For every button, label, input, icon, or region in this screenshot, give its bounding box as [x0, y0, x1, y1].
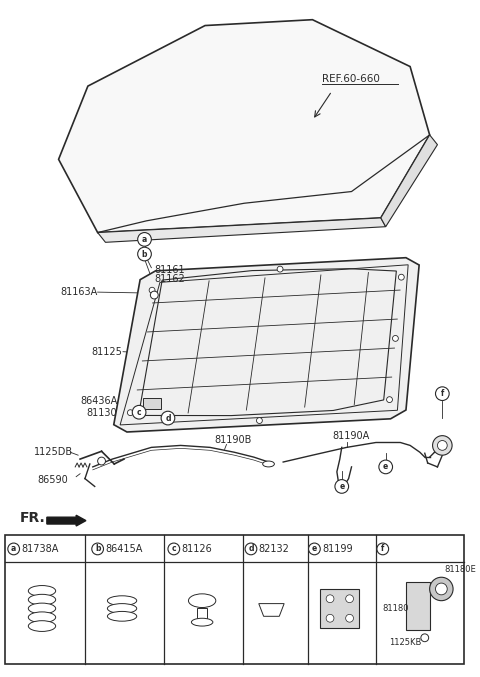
- Circle shape: [435, 387, 449, 401]
- FancyBboxPatch shape: [144, 397, 161, 410]
- Circle shape: [335, 479, 348, 494]
- Text: e: e: [383, 462, 388, 471]
- Text: 81130: 81130: [86, 408, 117, 418]
- Text: 81163A: 81163A: [60, 287, 97, 297]
- FancyBboxPatch shape: [320, 589, 360, 628]
- Ellipse shape: [189, 594, 216, 607]
- Ellipse shape: [28, 612, 56, 623]
- Circle shape: [150, 291, 158, 299]
- Text: 81162: 81162: [154, 274, 185, 284]
- FancyBboxPatch shape: [5, 536, 464, 664]
- Text: 82132: 82132: [259, 544, 289, 554]
- Circle shape: [309, 543, 320, 554]
- Text: b: b: [142, 250, 147, 259]
- Circle shape: [435, 583, 447, 595]
- Text: f: f: [381, 544, 384, 553]
- Circle shape: [132, 406, 146, 419]
- Ellipse shape: [28, 594, 56, 605]
- Circle shape: [138, 233, 151, 246]
- Ellipse shape: [28, 586, 56, 596]
- Text: c: c: [137, 408, 142, 417]
- Polygon shape: [114, 258, 419, 432]
- Circle shape: [277, 266, 283, 272]
- Circle shape: [386, 397, 393, 403]
- Circle shape: [256, 418, 263, 424]
- Text: a: a: [11, 544, 16, 553]
- Circle shape: [97, 457, 106, 465]
- Circle shape: [92, 543, 104, 554]
- Text: e: e: [312, 544, 317, 553]
- FancyArrow shape: [47, 515, 86, 526]
- Ellipse shape: [192, 618, 213, 626]
- Circle shape: [161, 411, 175, 425]
- Polygon shape: [97, 218, 386, 242]
- Text: 81738A: 81738A: [22, 544, 59, 554]
- Circle shape: [379, 460, 393, 474]
- Text: 86415A: 86415A: [106, 544, 143, 554]
- Circle shape: [421, 634, 429, 642]
- Polygon shape: [259, 604, 284, 616]
- Text: 81180E: 81180E: [444, 565, 476, 574]
- Circle shape: [326, 614, 334, 622]
- FancyBboxPatch shape: [406, 582, 430, 630]
- Circle shape: [437, 441, 447, 450]
- Text: 81180: 81180: [383, 604, 409, 613]
- Ellipse shape: [108, 611, 137, 621]
- Circle shape: [149, 287, 155, 293]
- Text: c: c: [171, 544, 176, 553]
- Text: 81161: 81161: [154, 265, 185, 275]
- Polygon shape: [59, 20, 430, 233]
- Text: e: e: [339, 482, 344, 491]
- Circle shape: [8, 543, 20, 554]
- Circle shape: [398, 274, 404, 280]
- Text: d: d: [248, 544, 254, 553]
- Circle shape: [393, 336, 398, 341]
- Text: 86590: 86590: [37, 475, 68, 485]
- Circle shape: [346, 595, 353, 603]
- FancyBboxPatch shape: [197, 607, 207, 622]
- Text: a: a: [142, 235, 147, 244]
- Text: 81199: 81199: [322, 544, 353, 554]
- Text: b: b: [95, 544, 100, 553]
- Text: 1125KB: 1125KB: [389, 638, 421, 647]
- Circle shape: [432, 436, 452, 455]
- Text: d: d: [165, 414, 171, 422]
- Ellipse shape: [263, 461, 275, 467]
- Ellipse shape: [108, 596, 137, 605]
- Circle shape: [346, 614, 353, 622]
- Circle shape: [168, 543, 180, 554]
- Ellipse shape: [28, 621, 56, 632]
- Circle shape: [245, 543, 257, 554]
- Text: f: f: [441, 389, 444, 398]
- Circle shape: [127, 410, 133, 416]
- Text: 81190B: 81190B: [215, 435, 252, 445]
- Text: 81125: 81125: [91, 347, 122, 357]
- Text: 86436A: 86436A: [80, 397, 117, 406]
- Text: REF.60-660: REF.60-660: [322, 74, 380, 84]
- Polygon shape: [381, 135, 437, 227]
- Ellipse shape: [28, 603, 56, 614]
- Text: 81126: 81126: [181, 544, 212, 554]
- Text: FR.: FR.: [20, 510, 45, 525]
- Circle shape: [138, 247, 151, 261]
- Circle shape: [326, 595, 334, 603]
- Text: 81190A: 81190A: [332, 431, 369, 441]
- Circle shape: [430, 577, 453, 600]
- Ellipse shape: [108, 604, 137, 613]
- Text: 1125DB: 1125DB: [34, 447, 73, 457]
- Circle shape: [377, 543, 389, 554]
